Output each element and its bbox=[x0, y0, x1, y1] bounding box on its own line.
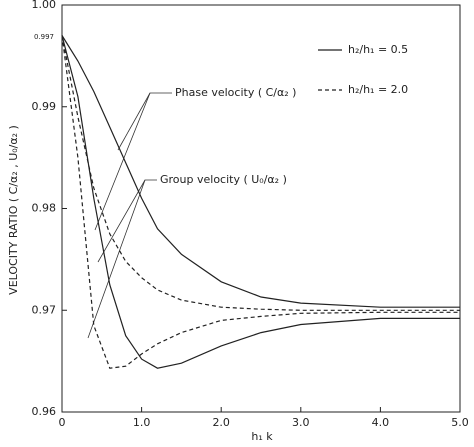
annotation: Group velocity ( U₀/α₂ ) bbox=[160, 173, 287, 186]
y-tick-label: 0.99 bbox=[32, 100, 57, 113]
x-tick-label: 2.0 bbox=[212, 416, 230, 429]
x-tick-label: 4.0 bbox=[372, 416, 390, 429]
line-series bbox=[61, 35, 460, 308]
y-tick-label: 0.96 bbox=[32, 405, 57, 418]
leader-line bbox=[94, 92, 172, 231]
annotation: 0.997 bbox=[34, 33, 54, 41]
leader-line bbox=[87, 179, 157, 339]
plot-frame bbox=[61, 4, 461, 413]
leader-line bbox=[117, 92, 151, 151]
legend-label: h₂/h₁ = 0.5 bbox=[348, 43, 408, 56]
x-tick-label: 5.0 bbox=[451, 416, 469, 429]
x-tick-label: 3.0 bbox=[292, 416, 310, 429]
leader-line bbox=[97, 179, 146, 263]
line-series bbox=[61, 35, 460, 311]
line-series bbox=[61, 35, 460, 369]
line-series bbox=[61, 35, 460, 369]
x-tick-label: 1.0 bbox=[133, 416, 151, 429]
annotation: Phase velocity ( C/α₂ ) bbox=[175, 86, 296, 99]
x-axis-label: h₁ k bbox=[251, 430, 273, 443]
y-tick-label: 0.98 bbox=[32, 202, 57, 215]
y-tick-label: 0.97 bbox=[32, 303, 57, 316]
y-axis-label: VELOCITY RATIO ( C/α₂ , U₀/α₂ ) bbox=[7, 125, 20, 295]
y-tick-label: 1.00 bbox=[32, 0, 57, 11]
x-tick-label: 0 bbox=[59, 416, 66, 429]
legend-label: h₂/h₁ = 2.0 bbox=[348, 83, 408, 96]
